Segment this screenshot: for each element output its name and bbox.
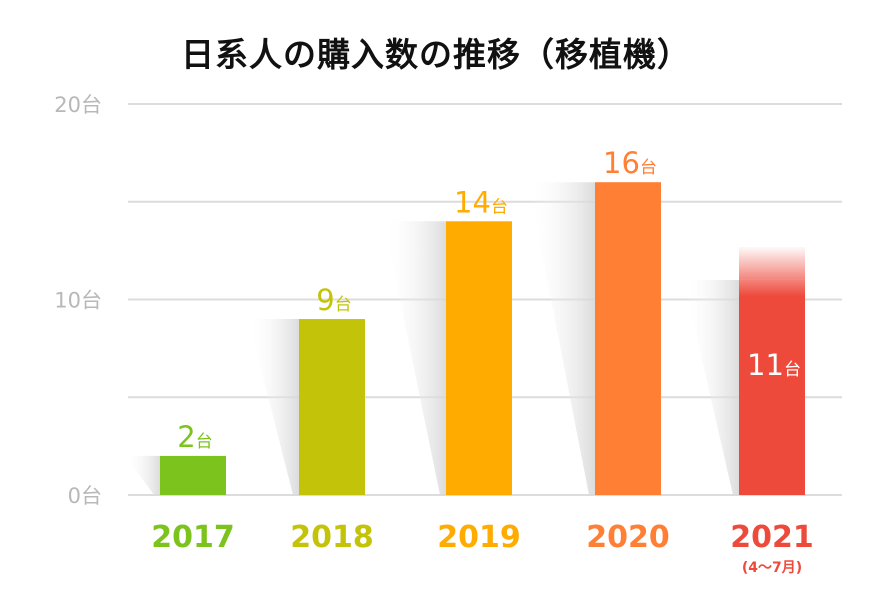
bar-shadow bbox=[683, 279, 739, 495]
bar-fade bbox=[739, 247, 805, 296]
bar bbox=[160, 455, 226, 495]
y-tick-label: 20台 bbox=[54, 93, 102, 117]
bar-shadow bbox=[248, 319, 299, 495]
data-label: 11台 bbox=[747, 348, 801, 382]
bar bbox=[446, 221, 512, 496]
bar-shadow bbox=[528, 182, 595, 495]
x-tick-label: 2018 bbox=[290, 520, 374, 555]
bar-shadow bbox=[383, 221, 446, 496]
chart-title: 日系人の購入数の推移（移植機） bbox=[181, 35, 691, 74]
data-label: 14台 bbox=[454, 185, 508, 219]
x-tick-label: 2020 bbox=[586, 520, 670, 555]
y-tick-label: 0台 bbox=[68, 484, 102, 508]
data-label: 2台 bbox=[177, 420, 212, 454]
y-tick-label: 10台 bbox=[54, 289, 102, 313]
bar-shadow bbox=[125, 455, 160, 495]
x-tick-label: 2021 bbox=[730, 520, 814, 555]
x-tick-note: (4〜7月) bbox=[742, 560, 802, 576]
bar bbox=[299, 319, 365, 495]
x-tick-label: 2017 bbox=[151, 520, 235, 555]
bar bbox=[739, 279, 805, 495]
data-label: 16台 bbox=[603, 146, 657, 180]
bar bbox=[595, 182, 661, 495]
data-label: 9台 bbox=[316, 283, 351, 317]
x-tick-label: 2019 bbox=[437, 520, 521, 555]
